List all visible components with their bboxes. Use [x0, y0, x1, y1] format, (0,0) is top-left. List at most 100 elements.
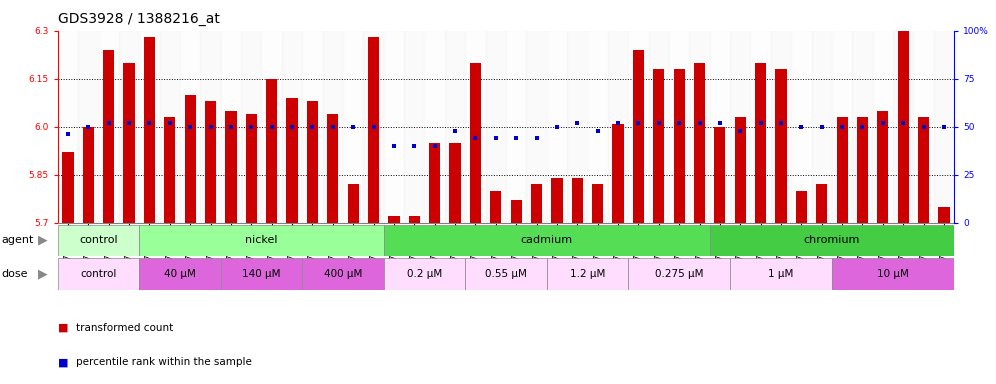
- Bar: [653, 69, 664, 223]
- Point: [855, 124, 871, 130]
- Bar: [119, 31, 139, 223]
- Bar: [58, 225, 139, 256]
- Bar: [221, 258, 302, 290]
- Text: chromium: chromium: [804, 235, 861, 245]
- Bar: [368, 37, 379, 223]
- Bar: [837, 117, 848, 223]
- Bar: [710, 31, 730, 223]
- Bar: [588, 31, 608, 223]
- Bar: [343, 31, 364, 223]
- Bar: [388, 216, 399, 223]
- Bar: [104, 50, 115, 223]
- Text: 400 μM: 400 μM: [324, 269, 363, 279]
- Point: [346, 124, 362, 130]
- Bar: [383, 225, 710, 256]
- Bar: [205, 101, 216, 223]
- Bar: [755, 63, 766, 223]
- Bar: [164, 117, 175, 223]
- Point: [141, 120, 157, 126]
- Bar: [710, 225, 954, 256]
- Bar: [857, 117, 869, 223]
- Point: [406, 143, 422, 149]
- Text: ▶: ▶: [38, 234, 48, 247]
- Bar: [307, 101, 318, 223]
- Text: 0.275 μM: 0.275 μM: [655, 269, 703, 279]
- Point: [488, 135, 504, 141]
- Point: [467, 135, 483, 141]
- Bar: [266, 79, 277, 223]
- Bar: [613, 124, 623, 223]
- Bar: [470, 63, 481, 223]
- Bar: [221, 31, 241, 223]
- Bar: [383, 258, 465, 290]
- Bar: [526, 31, 547, 223]
- Point: [610, 120, 626, 126]
- Text: agent: agent: [1, 235, 34, 245]
- Point: [712, 120, 728, 126]
- Bar: [531, 184, 542, 223]
- Point: [590, 127, 606, 134]
- Text: transformed count: transformed count: [76, 323, 173, 333]
- Bar: [572, 178, 583, 223]
- Text: dose: dose: [1, 269, 28, 279]
- Bar: [486, 31, 506, 223]
- Bar: [632, 50, 644, 223]
- Bar: [364, 31, 383, 223]
- Point: [284, 124, 300, 130]
- Bar: [262, 31, 282, 223]
- Text: 1.2 μM: 1.2 μM: [570, 269, 606, 279]
- Point: [671, 120, 687, 126]
- Bar: [628, 31, 648, 223]
- Point: [650, 120, 666, 126]
- Bar: [465, 31, 486, 223]
- Bar: [567, 31, 588, 223]
- Point: [305, 124, 321, 130]
- Bar: [934, 31, 954, 223]
- Bar: [445, 31, 465, 223]
- Bar: [225, 111, 236, 223]
- Text: nickel: nickel: [245, 235, 278, 245]
- Bar: [812, 31, 832, 223]
- Point: [223, 124, 239, 130]
- Bar: [58, 258, 139, 290]
- Text: 1 μM: 1 μM: [768, 269, 794, 279]
- Point: [936, 124, 952, 130]
- Bar: [816, 184, 828, 223]
- Bar: [383, 31, 404, 223]
- Point: [243, 124, 259, 130]
- Bar: [832, 258, 954, 290]
- Point: [895, 120, 911, 126]
- Bar: [735, 117, 746, 223]
- Point: [182, 124, 198, 130]
- Text: 0.55 μM: 0.55 μM: [485, 269, 527, 279]
- Bar: [139, 225, 383, 256]
- Bar: [938, 207, 949, 223]
- Point: [325, 124, 341, 130]
- Bar: [200, 31, 221, 223]
- Bar: [547, 258, 628, 290]
- Point: [773, 120, 789, 126]
- Bar: [424, 31, 445, 223]
- Point: [814, 124, 830, 130]
- Bar: [449, 143, 460, 223]
- Bar: [404, 31, 424, 223]
- Bar: [918, 117, 929, 223]
- Bar: [648, 31, 669, 223]
- Bar: [124, 63, 134, 223]
- Bar: [730, 258, 832, 290]
- Bar: [897, 31, 908, 223]
- Point: [753, 120, 769, 126]
- Text: control: control: [81, 269, 117, 279]
- Text: ■: ■: [58, 358, 69, 367]
- Bar: [730, 31, 750, 223]
- Bar: [58, 31, 78, 223]
- Point: [366, 124, 381, 130]
- Point: [915, 124, 931, 130]
- Bar: [628, 258, 730, 290]
- Point: [81, 124, 97, 130]
- Point: [874, 120, 890, 126]
- Bar: [246, 114, 257, 223]
- Point: [161, 120, 178, 126]
- Bar: [673, 69, 684, 223]
- Bar: [669, 31, 689, 223]
